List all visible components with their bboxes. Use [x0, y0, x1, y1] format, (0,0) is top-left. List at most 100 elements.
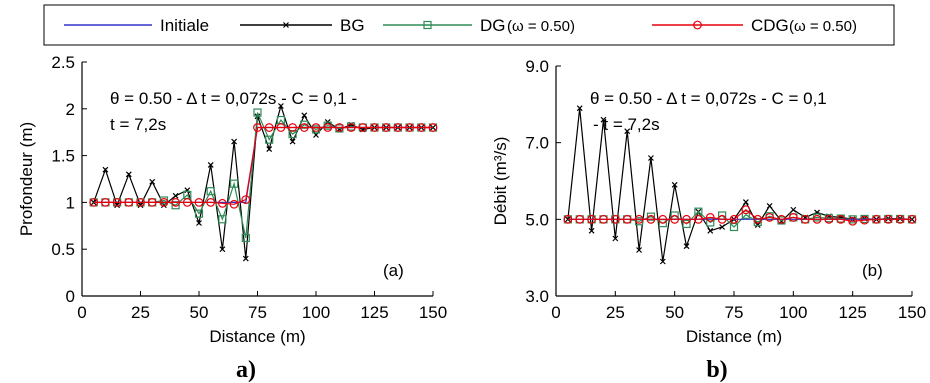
data-point-cdg	[299, 123, 309, 132]
data-point-cdg	[381, 123, 391, 132]
data-point-cdg	[610, 214, 620, 224]
series-line-cdg	[567, 209, 912, 222]
data-point-dg	[230, 179, 239, 188]
x-tick-label: 125	[838, 303, 866, 322]
data-point-cdg	[229, 199, 239, 209]
data-point-cdg	[288, 123, 298, 132]
data-point-bg	[671, 181, 678, 188]
annotation-time: - t = 7,2s	[593, 115, 660, 134]
y-tick-label: 1	[66, 193, 75, 212]
data-point-cdg	[741, 205, 751, 215]
data-point-bg-stroke2	[172, 192, 179, 199]
data-point-cdg	[428, 123, 438, 132]
data-point-bg	[137, 202, 144, 209]
data-point-bg	[231, 138, 238, 145]
data-point-cdg	[358, 123, 368, 132]
x-tick-label: 150	[419, 303, 447, 322]
data-point-bg	[242, 255, 249, 262]
data-point-bg-stroke2	[790, 206, 797, 213]
data-point-cdg	[112, 197, 122, 207]
data-point-cdg	[563, 214, 573, 224]
data-point-cdg	[182, 197, 192, 207]
data-point-cdg	[777, 214, 786, 224]
data-point-cdg	[622, 214, 632, 224]
data-point-bg	[172, 192, 179, 199]
data-point-cdg	[800, 214, 810, 224]
data-point-cdg	[883, 214, 893, 224]
legend-omega-dg: (ω = 0.50)	[507, 18, 575, 35]
data-point-cdg	[599, 214, 608, 224]
data-point-bg	[659, 258, 666, 265]
y-tick-label: 5.0	[525, 210, 549, 229]
y-tick-label: 7.0	[525, 134, 549, 153]
data-point-cdg	[323, 123, 333, 132]
y-axis-label: Profondeur (m)	[17, 122, 36, 236]
data-point-bg-stroke2	[289, 138, 296, 145]
data-point-bg-stroke2	[277, 103, 284, 109]
data-point-bg-stroke2	[242, 255, 249, 262]
y-tick-label: 3.0	[525, 287, 549, 306]
x-tick-label: 25	[606, 303, 625, 322]
data-point-bg-stroke2	[636, 247, 642, 253]
data-point-dg	[218, 215, 227, 224]
legend-label-dg: DG	[480, 16, 506, 35]
data-point-cdg	[658, 214, 668, 224]
data-point-cdg	[405, 123, 415, 132]
data-point-bg-stroke2	[671, 181, 678, 188]
data-point-cdg	[788, 213, 798, 222]
data-point-cdg	[670, 214, 680, 224]
annotation-time: t = 7,2s	[110, 115, 166, 134]
data-point-cdg	[634, 214, 644, 224]
data-point-dg	[206, 187, 215, 196]
data-point-cdg	[848, 216, 858, 226]
y-tick-label: 2.5	[51, 53, 75, 72]
data-point-cdg	[646, 214, 656, 224]
caption-b: b)	[706, 357, 727, 383]
data-point-bg-stroke2	[102, 166, 109, 173]
annotation-params: θ = 0.50 - Δ t = 0,072s - C = 0,1 -	[110, 89, 357, 108]
data-point-dg	[682, 219, 691, 229]
data-point-bg	[766, 202, 773, 209]
data-point-bg	[114, 202, 121, 209]
data-point-cdg	[346, 123, 356, 132]
data-point-bg-stroke2	[149, 178, 156, 185]
data-point-cdg	[717, 214, 727, 224]
data-point-cdg	[860, 215, 869, 225]
data-point-bg-stroke2	[624, 128, 631, 135]
data-point-bg-stroke2	[576, 105, 583, 112]
data-point-cdg	[393, 123, 403, 132]
data-point-dg	[288, 129, 297, 139]
data-point-cdg	[416, 123, 426, 132]
data-point-bg	[612, 235, 619, 242]
data-point-bg-stroke2	[137, 202, 144, 209]
data-point-cdg	[206, 197, 216, 207]
data-point-bg	[600, 116, 607, 123]
data-point-bg	[707, 227, 714, 234]
x-tick-label: 100	[779, 303, 807, 322]
data-point-bg-stroke2	[600, 116, 607, 123]
data-point-cdg	[705, 213, 715, 222]
data-point-bg-stroke2	[766, 202, 773, 209]
data-point-cdg	[812, 214, 822, 224]
legend-omega-cdg: (ω = 0.50)	[789, 18, 857, 35]
legend: Initiale BG DG (ω = 0.50) CDG (ω = 0.50)	[43, 4, 895, 46]
legend-label-cdg: CDG	[751, 16, 789, 35]
data-point-dg	[753, 217, 762, 227]
data-point-bg-stroke2	[219, 246, 226, 253]
x-axis-label: Distance (m)	[209, 327, 305, 346]
data-point-dg	[741, 210, 750, 219]
data-point-cdg	[100, 197, 110, 207]
data-point-bg	[588, 227, 595, 234]
x-tick-label: 125	[360, 303, 388, 322]
data-point-cdg	[264, 123, 274, 132]
data-point-bg-stroke2	[564, 216, 571, 223]
legend-label-bg: BG	[340, 16, 365, 35]
x-tick-label: 150	[898, 303, 926, 322]
data-point-cdg	[171, 197, 181, 207]
data-point-bg	[289, 138, 296, 145]
y-tick-label: 0.5	[51, 240, 75, 259]
data-point-bg-stroke2	[648, 155, 654, 161]
data-point-cdg	[587, 214, 596, 224]
data-point-bg	[277, 103, 284, 109]
data-point-bg-stroke2	[742, 199, 749, 206]
